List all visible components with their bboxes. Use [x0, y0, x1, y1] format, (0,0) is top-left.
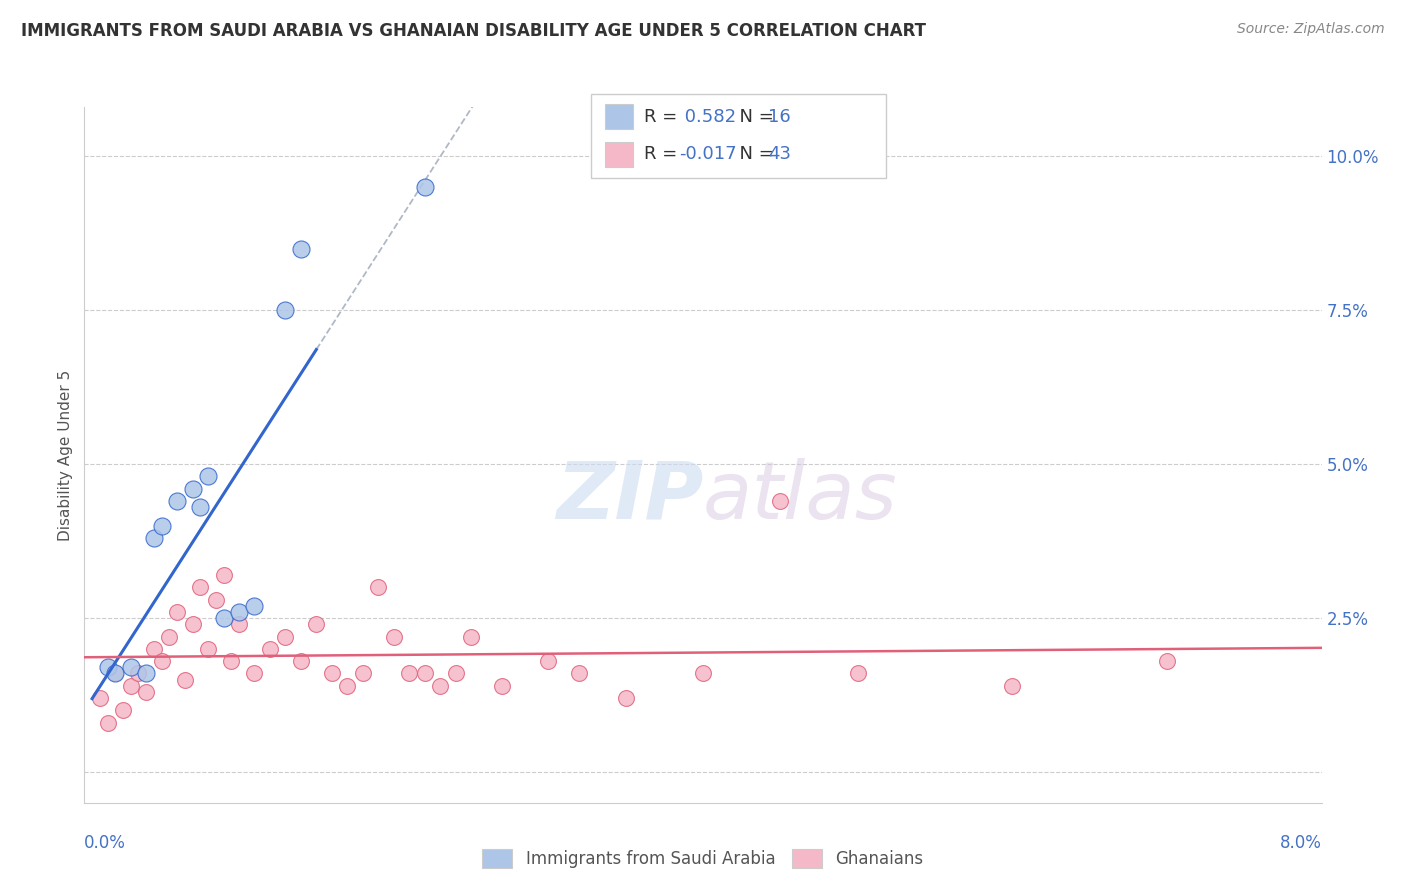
Point	[188, 500, 211, 515]
Point	[321, 666, 343, 681]
Point	[305, 617, 328, 632]
Point	[143, 641, 166, 656]
Point	[290, 654, 312, 668]
Text: IMMIGRANTS FROM SAUDI ARABIA VS GHANAIAN DISABILITY AGE UNDER 5 CORRELATION CHAR: IMMIGRANTS FROM SAUDI ARABIA VS GHANAIAN…	[21, 22, 927, 40]
Point	[444, 666, 467, 681]
Point	[104, 666, 127, 681]
Text: R =: R =	[644, 108, 683, 126]
Text: R =: R =	[644, 145, 683, 163]
Point	[243, 599, 266, 613]
Text: Source: ZipAtlas.com: Source: ZipAtlas.com	[1237, 22, 1385, 37]
Point	[243, 666, 266, 681]
Point	[120, 679, 142, 693]
Point	[219, 654, 242, 668]
Point	[96, 660, 118, 674]
Point	[89, 691, 111, 706]
Point	[143, 531, 166, 545]
Text: atlas: atlas	[703, 458, 898, 536]
Y-axis label: Disability Age Under 5: Disability Age Under 5	[58, 369, 73, 541]
Point	[212, 568, 235, 582]
Point	[112, 703, 135, 717]
Legend: Immigrants from Saudi Arabia, Ghanaians: Immigrants from Saudi Arabia, Ghanaians	[475, 842, 931, 874]
Point	[150, 654, 173, 668]
Point	[429, 679, 451, 693]
Text: 16: 16	[768, 108, 790, 126]
Point	[413, 666, 436, 681]
Point	[336, 679, 359, 693]
Point	[1001, 679, 1024, 693]
Point	[537, 654, 560, 668]
Point	[1156, 654, 1178, 668]
Text: N =: N =	[728, 145, 780, 163]
Point	[274, 303, 297, 318]
Point	[181, 482, 204, 496]
Point	[181, 617, 204, 632]
Point	[159, 630, 180, 644]
Point	[212, 611, 235, 625]
Point	[413, 180, 436, 194]
Text: -0.017: -0.017	[679, 145, 737, 163]
Point	[197, 641, 219, 656]
Point	[166, 605, 188, 619]
Point	[367, 580, 389, 594]
Point	[188, 580, 211, 594]
Point	[96, 715, 118, 730]
Point	[274, 630, 297, 644]
Point	[352, 666, 374, 681]
Text: N =: N =	[728, 108, 780, 126]
Point	[205, 592, 228, 607]
Point	[150, 518, 173, 533]
Point	[127, 666, 149, 681]
Point	[568, 666, 591, 681]
Point	[382, 630, 405, 644]
Point	[228, 617, 250, 632]
Text: 0.0%: 0.0%	[84, 834, 127, 852]
Point	[197, 469, 219, 483]
Point	[259, 641, 281, 656]
Point	[135, 666, 157, 681]
Point	[228, 605, 250, 619]
Point	[174, 673, 197, 687]
Point	[398, 666, 420, 681]
Point	[290, 242, 312, 256]
Point	[460, 630, 482, 644]
Text: 8.0%: 8.0%	[1279, 834, 1322, 852]
Point	[769, 494, 792, 508]
Point	[614, 691, 637, 706]
Point	[135, 685, 157, 699]
Text: 43: 43	[768, 145, 790, 163]
Text: ZIP: ZIP	[555, 458, 703, 536]
Text: 0.582: 0.582	[679, 108, 737, 126]
Point	[491, 679, 513, 693]
Point	[120, 660, 142, 674]
Point	[166, 494, 188, 508]
Point	[104, 666, 127, 681]
Point	[692, 666, 714, 681]
Point	[846, 666, 869, 681]
